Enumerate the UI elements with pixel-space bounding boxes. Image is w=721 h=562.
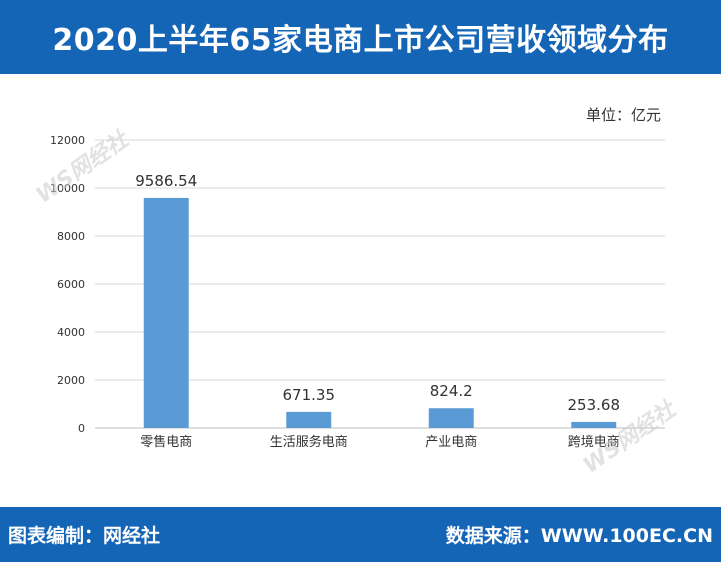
- y-tick-label: 2000: [57, 374, 85, 387]
- bars: [143, 197, 617, 428]
- unit-label: 单位：亿元: [585, 106, 661, 124]
- footer-bar: 图表编制：网经社 数据来源：WWW.100EC.CN: [0, 507, 721, 562]
- y-tick-label: 0: [78, 422, 85, 435]
- data-label: 671.35: [283, 386, 336, 404]
- category-labels: 零售电商 生活服务电商 产业电商 跨境电商: [140, 434, 620, 450]
- category-label: 零售电商: [140, 434, 192, 450]
- y-tick-label: 6000: [57, 278, 85, 291]
- data-label: 824.2: [430, 382, 473, 400]
- grid-lines: [95, 139, 665, 429]
- title-bar: 2020上半年65家电商上市公司营收领域分布: [0, 0, 721, 74]
- category-label: 生活服务电商: [270, 434, 348, 450]
- footer-source: 数据来源：WWW.100EC.CN: [445, 525, 713, 547]
- bar: [143, 197, 189, 428]
- category-label: 跨境电商: [568, 435, 620, 450]
- y-tick-label: 4000: [57, 326, 85, 339]
- bar: [428, 408, 474, 428]
- category-label: 产业电商: [425, 435, 477, 450]
- bar-chart: 0 2000 4000 6000 8000 10000 12000 9586.54 671.3…: [50, 134, 665, 450]
- bar: [571, 421, 617, 428]
- y-tick-label: 8000: [57, 230, 85, 243]
- y-axis-ticks: 0 2000 4000 6000 8000 10000 12000: [50, 134, 85, 435]
- bar: [286, 411, 332, 428]
- y-tick-label: 10000: [50, 182, 85, 195]
- data-label: 253.68: [568, 396, 621, 414]
- y-tick-label: 12000: [50, 134, 85, 147]
- data-label: 9586.54: [135, 172, 197, 190]
- footer-credit: 图表编制：网经社: [8, 525, 161, 547]
- page-title: 2020上半年65家电商上市公司营收领域分布: [52, 23, 669, 58]
- data-labels: 9586.54 671.35 824.2 253.68: [135, 172, 620, 414]
